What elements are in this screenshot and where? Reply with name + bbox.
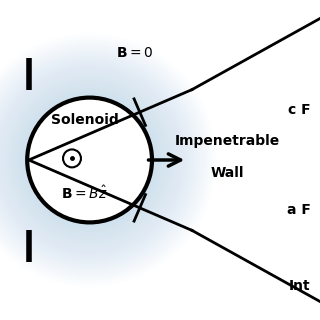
Text: Int: Int	[289, 279, 310, 293]
Text: $\mathbf{B} = 0$: $\mathbf{B} = 0$	[116, 46, 153, 60]
Text: Solenoid: Solenoid	[51, 113, 119, 127]
Text: Wall: Wall	[211, 166, 244, 180]
Text: Impenetrable: Impenetrable	[175, 134, 280, 148]
Text: a F: a F	[286, 203, 310, 217]
Circle shape	[27, 98, 152, 222]
Text: $\mathbf{B} = B\hat{z}$: $\mathbf{B} = B\hat{z}$	[61, 185, 108, 202]
Circle shape	[63, 149, 81, 167]
Text: c F: c F	[288, 103, 310, 117]
